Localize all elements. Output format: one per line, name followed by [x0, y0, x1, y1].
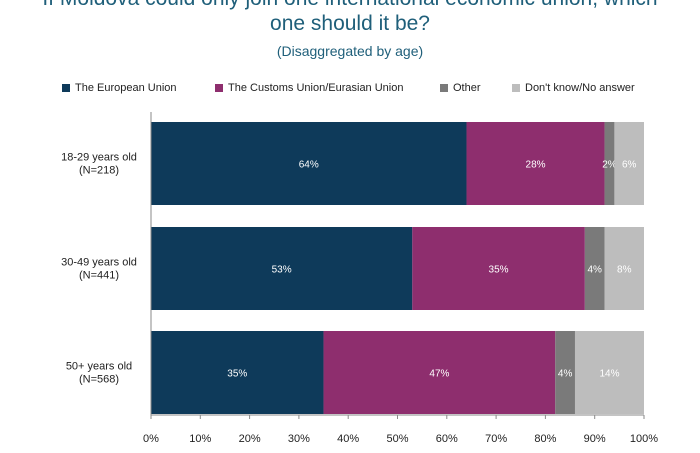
bar-segment — [555, 331, 575, 414]
legend-label: Don't know/No answer — [525, 82, 635, 94]
chart-title: If Moldova could only join one internati… — [0, 0, 700, 36]
legend-item: Other — [440, 82, 481, 94]
bar-segment — [412, 227, 585, 310]
x-tick-label: 60% — [436, 433, 458, 445]
data-label: 53% — [272, 265, 292, 276]
bar-segment — [574, 331, 644, 414]
x-tick-label: 70% — [485, 433, 507, 445]
bar-segment — [604, 122, 615, 205]
bar-segment — [604, 227, 644, 310]
x-tick-label: 10% — [189, 433, 211, 445]
data-label: 4% — [587, 265, 602, 276]
chart-title-line-2: one should it be? — [270, 12, 430, 35]
legend-item: The European Union — [62, 82, 177, 94]
legend-swatch — [512, 84, 520, 92]
data-label: 28% — [526, 160, 546, 171]
legend-label: Other — [453, 82, 481, 94]
chart-title-line-1: If Moldova could only join one internati… — [0, 0, 700, 11]
x-tick-label: 100% — [630, 433, 658, 445]
data-label: 4% — [558, 369, 573, 380]
legend-item: Don't know/No answer — [512, 82, 635, 94]
chart-legend: The European Union The Customs Union/Eura… — [62, 82, 682, 98]
data-label: 14% — [599, 369, 619, 380]
x-tick-label: 90% — [584, 433, 606, 445]
x-tick-label: 80% — [534, 433, 556, 445]
legend-item: The Customs Union/Eurasian Union — [215, 82, 403, 94]
chart-subtitle: (Disaggregated by age) — [276, 43, 424, 59]
legend-swatch — [440, 84, 448, 92]
legend-label: The European Union — [75, 82, 177, 94]
data-label: 64% — [299, 160, 319, 171]
category-label: 30-49 years old — [61, 257, 137, 269]
legend-swatch — [62, 84, 70, 92]
x-tick-label: 40% — [337, 433, 359, 445]
data-label: 35% — [227, 369, 247, 380]
data-label: 47% — [429, 369, 449, 380]
bar-segment — [151, 331, 324, 414]
x-tick-label: 50% — [386, 433, 408, 445]
data-label: 2% — [602, 160, 617, 171]
bar-segment — [323, 331, 556, 414]
data-label: 8% — [617, 265, 632, 276]
bar-segment — [584, 227, 605, 310]
legend-swatch — [215, 84, 223, 92]
category-label: (N=568) — [79, 374, 119, 386]
bar-segment — [151, 227, 413, 310]
bar-segment — [466, 122, 605, 205]
bar-segment — [151, 122, 467, 205]
legend-label: The Customs Union/Eurasian Union — [228, 82, 404, 94]
data-label: 6% — [622, 160, 637, 171]
x-tick-label: 30% — [288, 433, 310, 445]
category-label: (N=218) — [79, 165, 119, 177]
bar-segment — [614, 122, 644, 205]
category-label: 18-29 years old — [61, 152, 137, 164]
category-label: (N=441) — [79, 270, 119, 282]
x-tick-label: 20% — [239, 433, 261, 445]
data-label: 35% — [489, 265, 509, 276]
x-tick-label: 0% — [143, 433, 159, 445]
category-label: 50+ years old — [66, 361, 132, 373]
